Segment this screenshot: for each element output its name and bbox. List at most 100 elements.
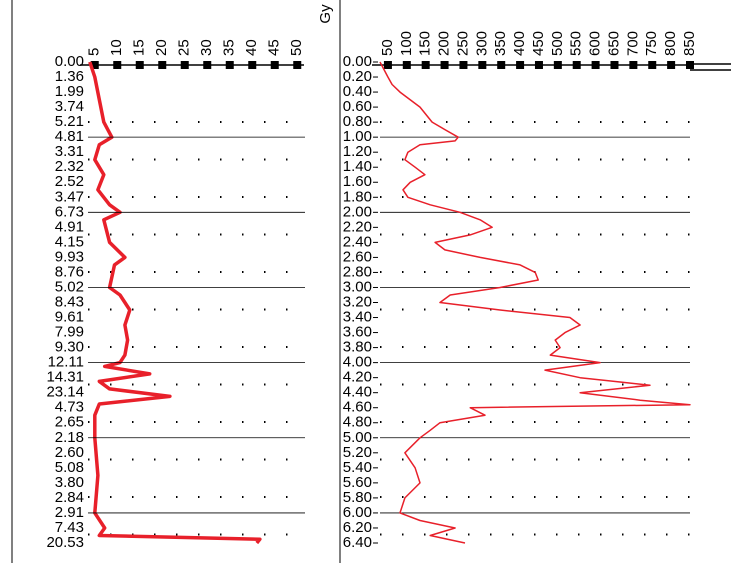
y-row-label: 2.91 — [55, 504, 84, 521]
x-tick-mark — [270, 61, 279, 69]
y-tick-label: 5.20 — [343, 444, 372, 461]
y-row-label: 3.47 — [55, 188, 84, 205]
y-tick-label: 0.60 — [343, 98, 372, 115]
x-tick-mark — [421, 61, 430, 69]
y-tick-label: 2.80 — [343, 263, 372, 280]
y-tick-label: 0.20 — [343, 68, 372, 85]
x-tick-mark — [572, 61, 581, 69]
x-tick-label: 650 — [605, 31, 622, 56]
x-tick-mark — [402, 61, 411, 69]
x-tick-mark — [90, 61, 99, 69]
y-tick-label: 5.80 — [343, 489, 372, 506]
x-tick-mark — [383, 61, 392, 69]
y-tick-label: 4.20 — [343, 369, 372, 386]
x-tick-mark — [667, 61, 676, 69]
x-tick-label: 35 — [221, 39, 238, 56]
x-tick-mark — [293, 61, 302, 69]
y-row-label: 6.73 — [55, 203, 84, 220]
x-tick-label: 600 — [587, 31, 604, 56]
y-tick-label: 1.20 — [343, 143, 372, 160]
y-row-label: 9.61 — [55, 309, 84, 326]
y-tick-label: 1.40 — [343, 158, 372, 175]
y-row-label: 8.43 — [55, 293, 84, 310]
y-tick-label: 1.00 — [343, 128, 372, 145]
y-row-label: 7.43 — [55, 519, 84, 536]
x-tick-label: 100 — [398, 31, 415, 56]
y-row-label: 2.60 — [55, 444, 84, 461]
y-row-label: 3.80 — [55, 474, 84, 491]
y-tick-label: 0.40 — [343, 83, 372, 100]
data-line — [379, 61, 691, 544]
y-row-label: 2.32 — [55, 158, 84, 175]
y-tick-label: 2.40 — [343, 233, 372, 250]
x-tick-mark — [180, 61, 189, 69]
x-tick-label: 30 — [198, 39, 215, 56]
y-row-label: 5.08 — [55, 459, 84, 476]
y-tick-label: 6.00 — [343, 504, 372, 521]
x-tick-mark — [248, 61, 257, 69]
x-tick-mark — [610, 61, 619, 69]
y-row-label: 14.31 — [46, 369, 84, 386]
y-row-label: 4.91 — [55, 218, 84, 235]
y-row-label: 4.81 — [55, 128, 84, 145]
x-tick-label: 500 — [549, 31, 566, 56]
y-row-label: 7.99 — [55, 324, 84, 341]
x-tick-mark — [497, 61, 506, 69]
y-tick-label: 2.20 — [343, 218, 372, 235]
x-tick-label: 15 — [131, 39, 148, 56]
x-tick-mark — [225, 61, 234, 69]
y-tick-label: 3.60 — [343, 324, 372, 341]
y-row-label: 2.84 — [55, 489, 84, 506]
y-row-label: 23.14 — [46, 384, 84, 401]
x-tick-mark — [686, 61, 694, 69]
y-row-label: 9.30 — [55, 339, 84, 356]
y-row-label: 9.93 — [55, 248, 84, 265]
x-tick-mark — [113, 61, 122, 69]
x-tick-label: 10 — [108, 39, 125, 56]
x-tick-mark — [591, 61, 600, 69]
y-row-label: 4.15 — [55, 233, 84, 250]
y-tick-label: 5.40 — [343, 459, 372, 476]
data-line — [88, 61, 262, 545]
x-tick-mark — [135, 61, 144, 69]
y-row-label: 8.76 — [55, 263, 84, 280]
x-tick-label: 150 — [417, 31, 434, 56]
x-tick-label: 450 — [530, 31, 547, 56]
x-tick-label: 50 — [288, 39, 305, 56]
y-tick-label: 6.20 — [343, 519, 372, 536]
x-tick-mark — [158, 61, 167, 69]
x-tick-label: 350 — [492, 31, 509, 56]
panel-title: Gy — [317, 4, 334, 24]
x-tick-mark — [534, 61, 543, 69]
y-tick-label: 1.80 — [343, 188, 372, 205]
x-tick-mark — [459, 61, 468, 69]
x-tick-mark — [648, 61, 657, 69]
y-row-label: 5.02 — [55, 278, 84, 295]
y-tick-label: 3.80 — [343, 339, 372, 356]
y-row-label: 1.36 — [55, 68, 84, 85]
x-tick-label: 25 — [176, 39, 193, 56]
y-row-label: 4.73 — [55, 399, 84, 416]
y-tick-label: 2.60 — [343, 248, 372, 265]
x-tick-mark — [553, 61, 562, 69]
y-row-label: 2.18 — [55, 429, 84, 446]
y-row-label: 3.74 — [55, 98, 84, 115]
x-tick-mark — [629, 61, 638, 69]
y-tick-label: 0.80 — [343, 113, 372, 130]
x-tick-label: 400 — [511, 31, 528, 56]
y-tick-label: 3.20 — [343, 293, 372, 310]
y-tick-label: 4.00 — [343, 354, 372, 371]
x-tick-label: 700 — [624, 31, 641, 56]
x-tick-label: 300 — [473, 31, 490, 56]
y-tick-label: 2.00 — [343, 203, 372, 220]
y-tick-label: 1.60 — [343, 173, 372, 190]
x-tick-mark — [516, 61, 525, 69]
y-row-label: 2.65 — [55, 414, 84, 431]
y-tick-label: 5.00 — [343, 429, 372, 446]
x-tick-label: 750 — [643, 31, 660, 56]
y-tick-label: 4.60 — [343, 399, 372, 416]
x-tick-mark — [203, 61, 212, 69]
x-tick-label: 40 — [243, 39, 260, 56]
x-tick-mark — [440, 61, 449, 69]
